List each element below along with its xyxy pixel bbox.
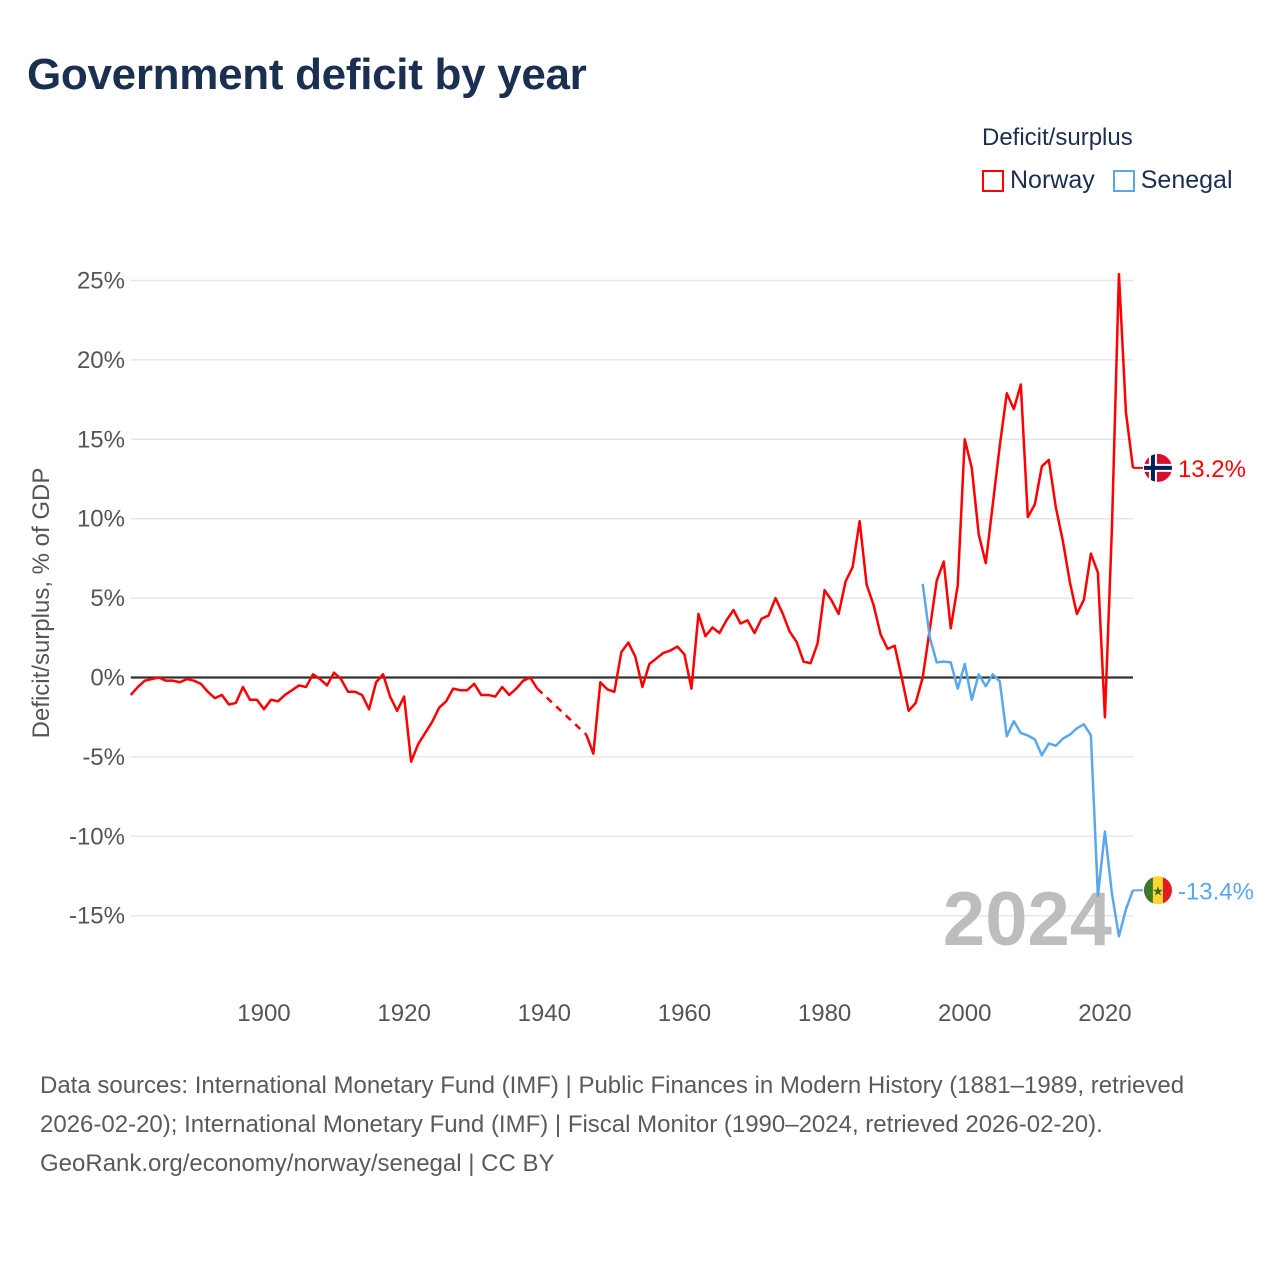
y-tick-label: -15%: [69, 903, 125, 930]
flag-band: [1162, 876, 1172, 905]
y-tick-label: 20%: [77, 347, 125, 374]
footer: Data sources: International Monetary Fun…: [40, 1066, 1250, 1183]
legend-swatch-norway: [982, 169, 1004, 192]
end-label-norway: 13.2%: [1178, 456, 1246, 483]
x-tick-label: 1940: [518, 1000, 571, 1027]
year-watermark: 2024: [943, 877, 1112, 962]
flag-senegal-icon: ★: [1143, 876, 1172, 905]
flag-band: [1143, 876, 1153, 905]
y-tick-label: 0%: [90, 665, 125, 692]
y-tick-label: 15%: [77, 426, 125, 453]
legend-label-senegal: Senegal: [1140, 166, 1233, 194]
y-tick-label: 5%: [90, 585, 125, 612]
page-title: Government deficit by year: [27, 50, 587, 99]
x-tick-label: 2000: [938, 1000, 991, 1027]
line-norway: [585, 272, 1135, 755]
line-norway: [129, 671, 539, 763]
legend: Norway Senegal: [982, 166, 1233, 195]
x-tick-label: 1920: [377, 1000, 430, 1027]
legend-title: Deficit/surplus: [982, 124, 1133, 151]
flag-band: [1152, 876, 1163, 905]
legend-item-senegal[interactable]: Senegal: [1112, 166, 1233, 195]
end-label-senegal: -13.4%: [1178, 878, 1254, 905]
y-tick-label: -10%: [69, 823, 125, 850]
legend-label-norway: Norway: [1010, 166, 1095, 194]
legend-item-norway[interactable]: Norway: [982, 166, 1095, 195]
x-tick-label: 1960: [658, 1000, 711, 1027]
flag-body: [1143, 453, 1172, 482]
line-gap-norway: [536, 687, 588, 736]
flag-star: ★: [1152, 883, 1164, 898]
x-tick-label: 1900: [237, 1000, 290, 1027]
flag-cross: [1143, 465, 1172, 470]
legend-swatch-senegal: [1112, 169, 1135, 192]
flag-norway-icon: [1143, 453, 1172, 482]
flag-body: ★: [1143, 876, 1172, 905]
x-tick-label: 1980: [798, 1000, 851, 1027]
y-tick-label: 10%: [77, 506, 125, 533]
y-tick-label: 25%: [77, 268, 125, 295]
y-tick-label: -5%: [82, 744, 125, 771]
data-sources: Data sources: International Monetary Fun…: [40, 1072, 1185, 1138]
credit-link[interactable]: GeoRank.org/economy/norway/senegal | CC …: [40, 1150, 555, 1177]
line-senegal: [921, 583, 1135, 938]
x-tick-label: 2020: [1078, 1000, 1131, 1027]
